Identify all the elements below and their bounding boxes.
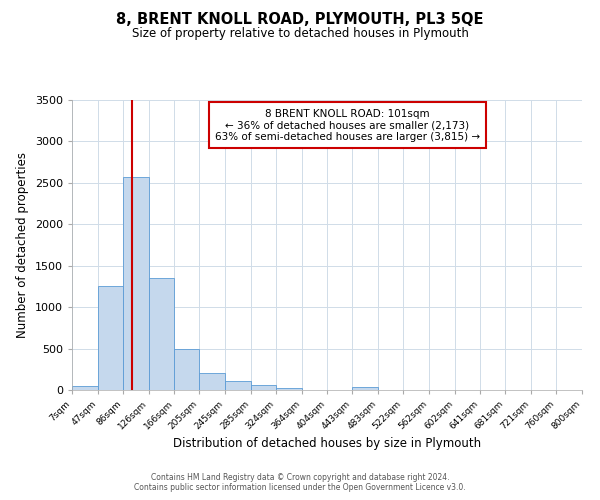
Text: Size of property relative to detached houses in Plymouth: Size of property relative to detached ho… [131,28,469,40]
Bar [174,348,199,390]
Text: 8, BRENT KNOLL ROAD, PLYMOUTH, PL3 5QE: 8, BRENT KNOLL ROAD, PLYMOUTH, PL3 5QE [116,12,484,28]
Bar [98,286,123,390]
Bar [72,386,98,390]
Bar [199,374,225,390]
Bar [123,176,149,390]
X-axis label: Distribution of detached houses by size in Plymouth: Distribution of detached houses by size … [173,436,481,450]
Text: Contains HM Land Registry data © Crown copyright and database right 2024.
Contai: Contains HM Land Registry data © Crown c… [134,473,466,492]
Bar [276,388,302,390]
Bar [251,386,276,390]
Text: 8 BRENT KNOLL ROAD: 101sqm
← 36% of detached houses are smaller (2,173)
63% of s: 8 BRENT KNOLL ROAD: 101sqm ← 36% of deta… [215,108,480,142]
Y-axis label: Number of detached properties: Number of detached properties [16,152,29,338]
Bar [352,386,378,390]
Bar [149,278,174,390]
Bar [225,381,251,390]
